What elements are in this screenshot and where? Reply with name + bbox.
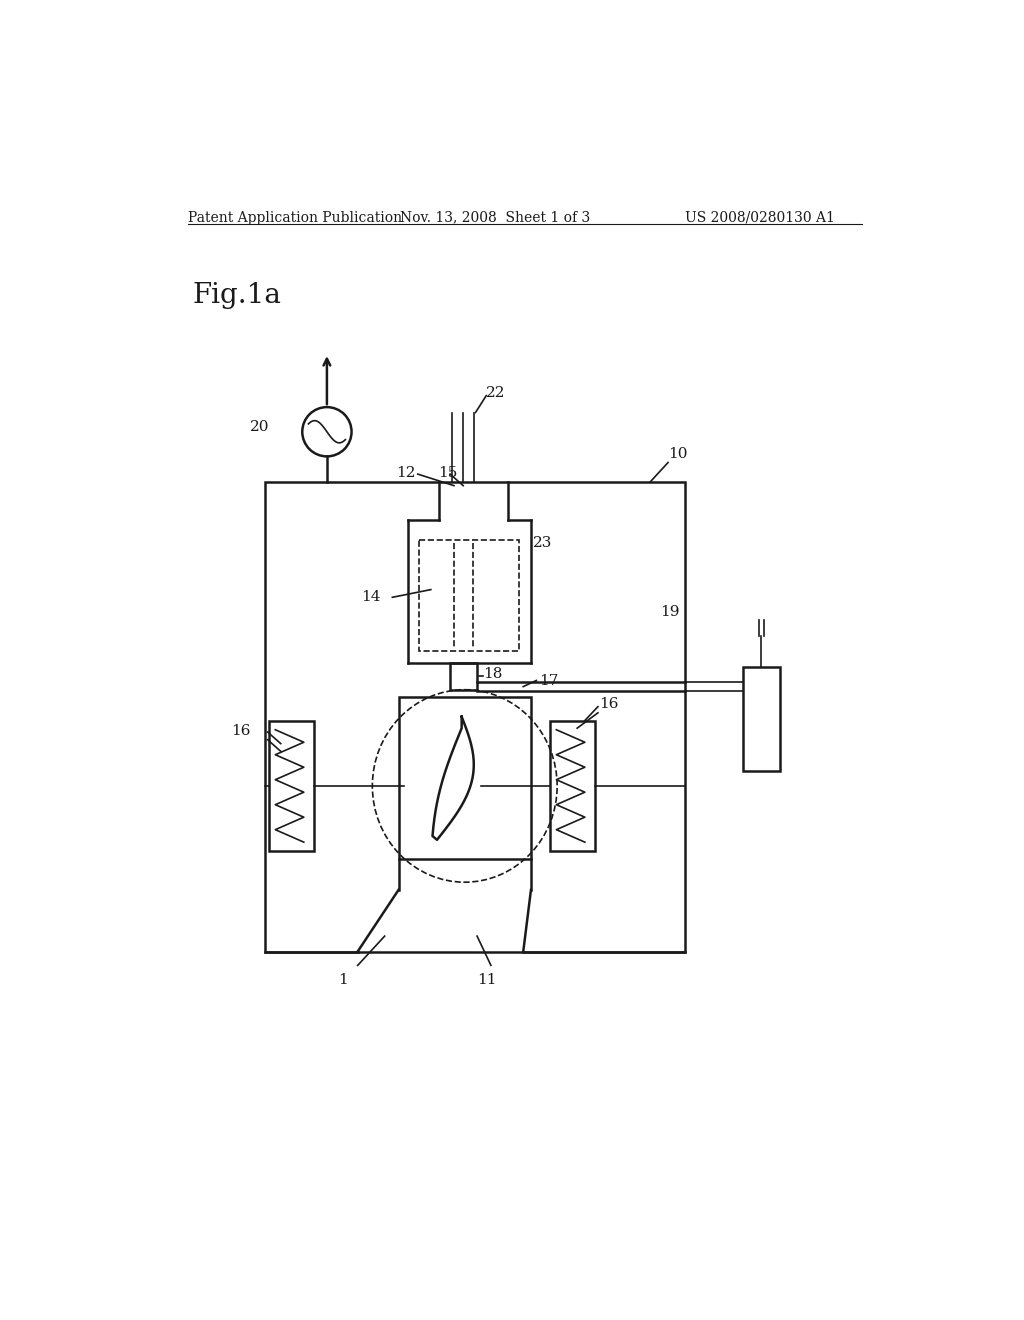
Text: Nov. 13, 2008  Sheet 1 of 3: Nov. 13, 2008 Sheet 1 of 3: [400, 211, 590, 224]
Bar: [398, 697, 531, 859]
Bar: [550, 721, 595, 851]
Text: 22: 22: [486, 385, 506, 400]
Bar: [265, 482, 685, 952]
Text: 16: 16: [230, 725, 250, 738]
Bar: [269, 721, 313, 851]
Text: 12: 12: [396, 466, 416, 480]
Text: 11: 11: [477, 973, 497, 987]
Text: 17: 17: [539, 675, 558, 688]
Text: 20: 20: [250, 420, 269, 434]
Text: 19: 19: [660, 605, 680, 619]
Bar: [742, 667, 779, 771]
Text: Patent Application Publication: Patent Application Publication: [188, 211, 402, 224]
Bar: [451, 663, 477, 689]
Text: 15: 15: [438, 466, 458, 480]
Text: 1: 1: [339, 973, 348, 987]
Text: 16: 16: [599, 697, 618, 711]
Text: Fig.1a: Fig.1a: [193, 281, 281, 309]
Bar: [419, 540, 519, 651]
Circle shape: [302, 407, 351, 457]
Text: US 2008/0280130 A1: US 2008/0280130 A1: [685, 211, 835, 224]
Text: 18: 18: [483, 667, 503, 681]
Text: 23: 23: [532, 536, 552, 549]
Text: 14: 14: [361, 590, 381, 603]
Text: 10: 10: [668, 447, 687, 461]
